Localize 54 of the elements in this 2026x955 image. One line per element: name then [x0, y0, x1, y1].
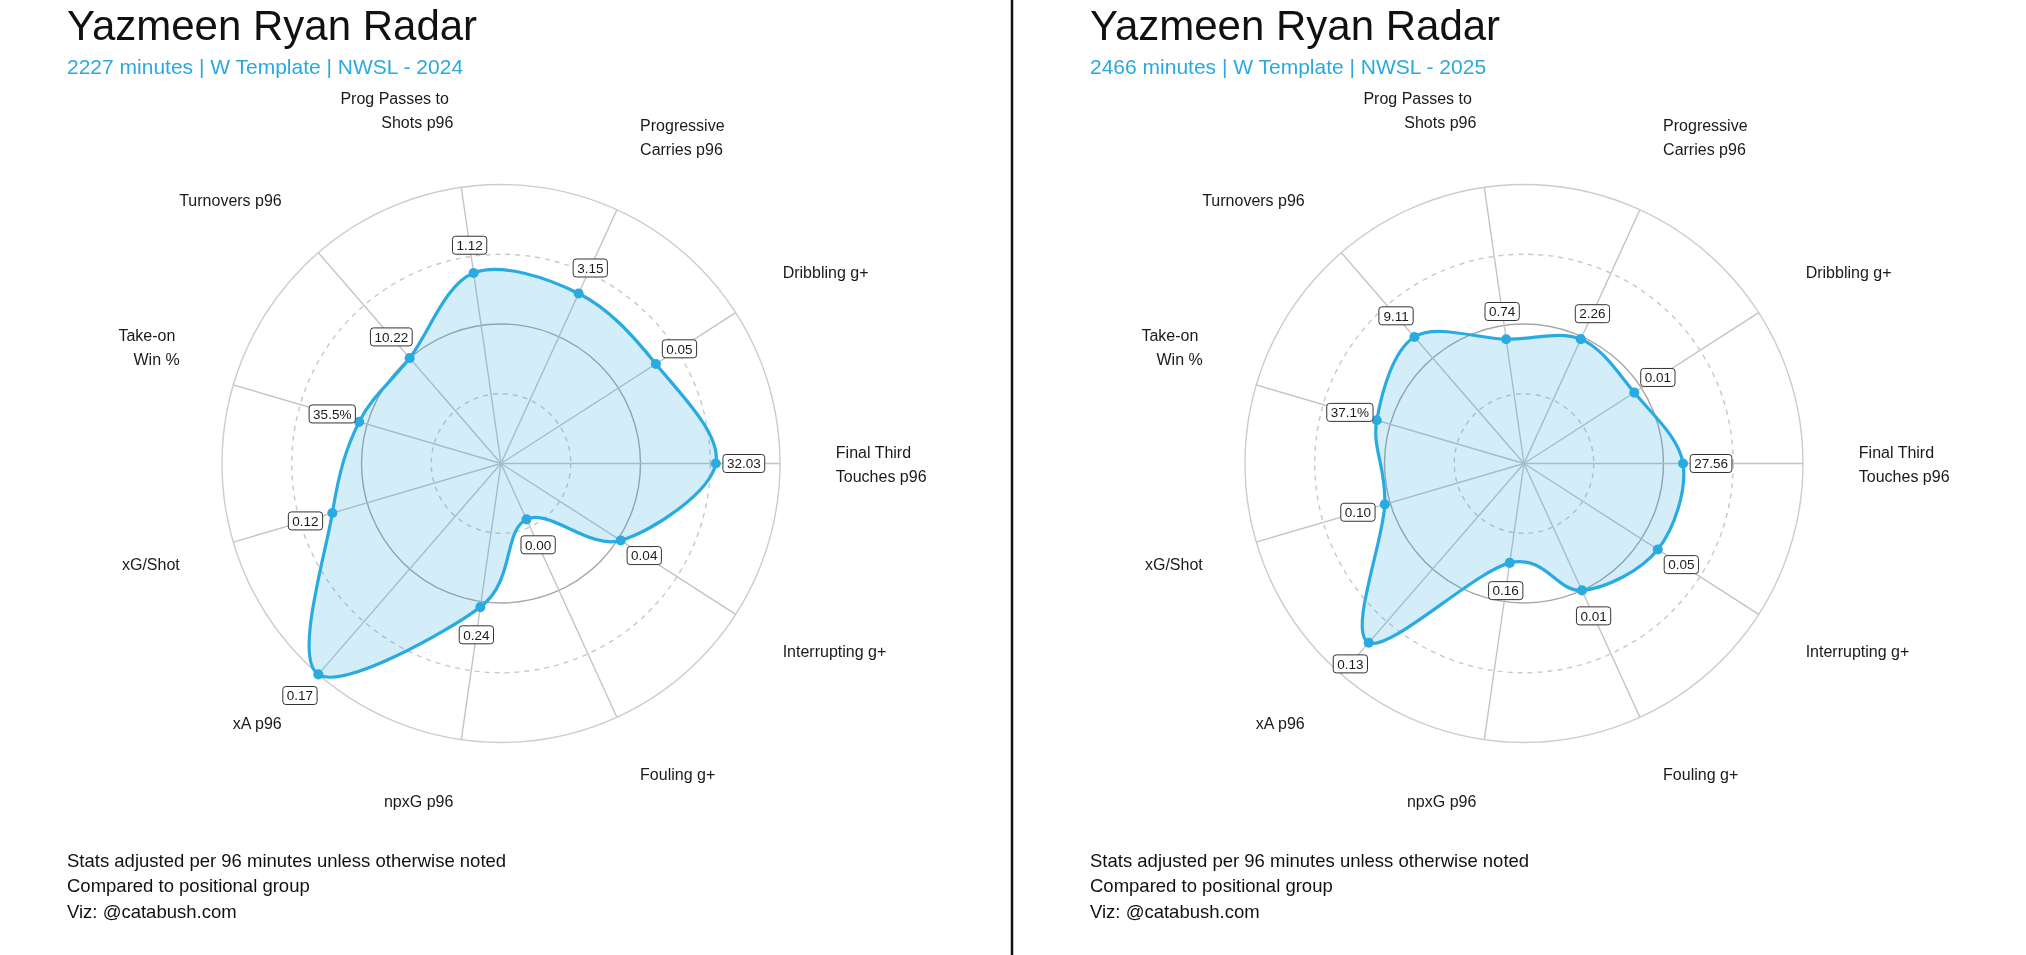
spoke-label: xG/Shot: [1144, 555, 1204, 573]
spoke-label: xG/Shot: [121, 555, 181, 573]
text: 0.05: [666, 341, 693, 357]
text: 0.17: [286, 688, 314, 704]
text: 0.13: [1337, 656, 1364, 672]
text: 32.03: [726, 456, 761, 472]
text: 35.5%: [313, 406, 352, 422]
spoke-label: Take-on Win %: [1141, 327, 1203, 369]
text: 0.04: [631, 548, 658, 564]
text: 1.12: [456, 238, 483, 254]
chart-title: Yazmeen Ryan Radar: [1090, 2, 1501, 49]
spoke-label: Prog Passes to Shots p96: [1363, 90, 1477, 132]
spoke-label: npxG p96: [383, 792, 454, 810]
text: 0.12: [292, 513, 319, 529]
spoke-label: npxG p96: [1406, 792, 1477, 810]
spoke-label: Turnovers p96: [179, 192, 282, 210]
text: 0.00: [524, 537, 552, 553]
text: 0.05: [1668, 557, 1695, 573]
text: Compared to positional group: [67, 875, 310, 897]
text: 2.26: [1579, 306, 1606, 322]
chart-title: Yazmeen Ryan Radar: [67, 2, 478, 49]
spoke-label: xA p96: [1255, 714, 1305, 732]
text: Compared to positional group: [1090, 875, 1333, 897]
spoke-label: Take-on Win %: [118, 327, 180, 369]
text: 3.15: [577, 260, 604, 276]
text: 10.22: [374, 329, 409, 345]
text: 0.74: [1489, 304, 1516, 320]
text: 37.1%: [1330, 405, 1370, 421]
spoke-label: Turnovers p96: [1202, 192, 1305, 210]
chart-subtitle: 2466 minutes | W Template | NWSL - 2025: [1090, 55, 1487, 78]
text: 27.56: [1694, 456, 1728, 472]
text: 9.11: [1383, 308, 1409, 324]
text: 0.01: [1644, 370, 1672, 386]
spoke-label: Final Third Touches p96: [835, 443, 927, 485]
spoke-label: Progressive Carries p96: [1663, 116, 1752, 158]
spoke-label: Prog Passes to Shots p96: [340, 90, 454, 132]
text: Viz: @catabush.com: [1090, 900, 1260, 922]
text: 0.10: [1344, 505, 1372, 521]
spoke-label: Progressive Carries p96: [640, 116, 729, 158]
spoke-label: xA p96: [232, 714, 282, 732]
text: 0.01: [1580, 608, 1607, 624]
spoke-label: Dribbling g+: [1805, 264, 1892, 282]
text: Stats adjusted per 96 minutes unless otherwise noted: [1090, 850, 1530, 871]
spoke-label: Interrupting g+: [1805, 642, 1910, 660]
text: Stats adjusted per 96 minutes unless otherwise noted: [67, 850, 507, 871]
chart-subtitle: 2227 minutes | W Template | NWSL - 2024: [67, 55, 464, 78]
spoke-label: Dribbling g+: [782, 264, 869, 282]
spoke-label: Final Third Touches p96: [1858, 443, 1950, 485]
text: 0.16: [1492, 583, 1519, 599]
spoke-label: Fouling g+: [640, 766, 716, 784]
spoke-label: Interrupting g+: [782, 642, 887, 660]
text: Viz: @catabush.com: [67, 900, 237, 922]
text: 0.24: [463, 627, 490, 643]
spoke-label: Fouling g+: [1663, 766, 1739, 784]
